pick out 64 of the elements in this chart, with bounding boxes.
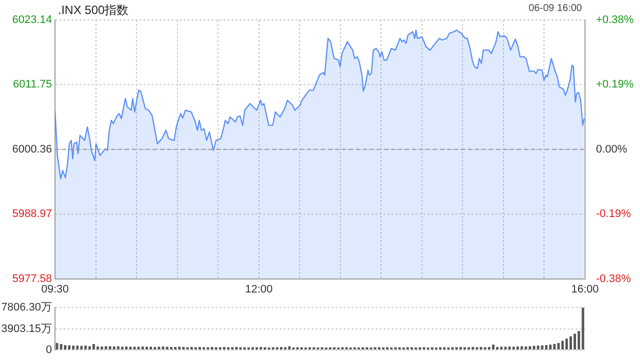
y2-tick-label: 0.00% (596, 143, 628, 156)
bar (574, 334, 576, 350)
bar (532, 346, 536, 350)
bar (545, 345, 548, 350)
y2-tick-label: -0.19% (596, 208, 632, 220)
x-tick-label: 09:30 (41, 283, 69, 296)
bar (121, 346, 124, 350)
bar (553, 344, 556, 350)
x-tick-label: 12:00 (245, 283, 273, 296)
bar (137, 346, 140, 350)
bar (508, 346, 511, 350)
bar (524, 346, 528, 350)
y2-tick-label: +0.19% (596, 78, 634, 91)
bar (500, 346, 503, 350)
bar (100, 346, 104, 350)
bar (76, 346, 79, 350)
bar (549, 344, 552, 350)
y-tick-label: 5988.97 (12, 208, 52, 220)
bar (565, 338, 568, 350)
bar (64, 345, 66, 350)
bar (536, 346, 540, 350)
bar (520, 346, 524, 350)
bar (141, 346, 144, 350)
chart-title: .INX 500指数 (58, 2, 129, 19)
bar (150, 346, 152, 350)
y-tick-label: 7806.30万 (1, 302, 52, 314)
bar (72, 346, 75, 350)
bar (158, 346, 160, 350)
bar (528, 346, 532, 350)
bar (68, 345, 70, 350)
bar (116, 346, 120, 350)
bar (60, 344, 62, 350)
bar (166, 346, 168, 350)
y-tick-label: 3903.15万 (1, 322, 52, 335)
bar (84, 346, 87, 350)
y-tick-label: 6011.75 (13, 78, 52, 91)
bar (125, 346, 128, 350)
bar (492, 344, 494, 350)
bar (129, 346, 132, 350)
bar (112, 346, 116, 350)
y2-tick-label: +0.38% (596, 14, 634, 26)
y-tick-label: 0 (46, 344, 52, 356)
y-tick-label: 6000.36 (12, 143, 52, 156)
bar (88, 346, 91, 350)
y-tick-label: 5977.58 (12, 272, 52, 285)
bar (104, 346, 108, 350)
bar (56, 342, 58, 350)
text: 06-09 16:00 (528, 3, 582, 14)
bar (108, 346, 112, 350)
y2-tick-label: -0.38% (596, 272, 632, 285)
bar (96, 346, 100, 350)
y-tick-label: 6023.14 (12, 14, 52, 26)
bar (512, 346, 515, 350)
x-tick-label: 16:00 (571, 283, 599, 296)
bar (570, 336, 572, 350)
bar (516, 346, 519, 350)
bar (288, 346, 291, 350)
bar (561, 340, 564, 350)
bar (582, 308, 584, 350)
bar (162, 346, 164, 350)
bar (92, 344, 95, 350)
bar (178, 346, 181, 350)
bar (540, 345, 544, 350)
bar (146, 346, 148, 350)
